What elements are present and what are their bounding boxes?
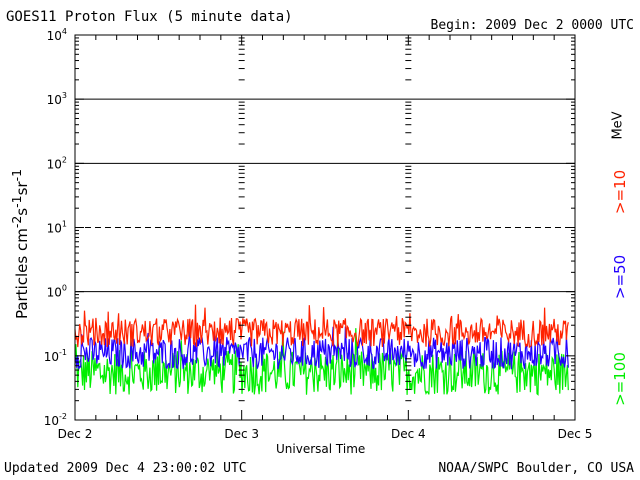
y-tick-label: 102 xyxy=(47,155,67,171)
legend-series-10mev: >=10 xyxy=(611,169,630,215)
legend-unit: MeV xyxy=(610,111,626,140)
legend-series-100mev: >=100 xyxy=(610,352,629,406)
x-tick-label: Dec 2 xyxy=(58,427,93,441)
tick-layer xyxy=(74,35,576,421)
legend-series-50mev: >=50 xyxy=(611,254,630,300)
y-tick-labels: 10-2 10-1 100 101 102 103 104 xyxy=(44,27,67,428)
series-line xyxy=(74,304,569,349)
x-tick-label: Dec 4 xyxy=(391,427,426,441)
series-line xyxy=(74,326,569,370)
x-tick-labels: Dec 2 Dec 3 Dec 4 Dec 5 xyxy=(58,427,593,441)
data-source: NOAA/SWPC Boulder, CO USA xyxy=(438,461,634,476)
y-tick-label: 10-2 xyxy=(44,412,67,428)
series-line xyxy=(74,328,569,396)
y-tick-label: 103 xyxy=(47,91,67,107)
series-layer xyxy=(74,304,569,396)
y-tick-label: 10-1 xyxy=(44,348,67,364)
x-axis-label: Universal Time xyxy=(276,442,366,456)
begin-time: Begin: 2009 Dec 2 0000 UTC xyxy=(430,18,635,33)
y-tick-label: 101 xyxy=(47,220,67,236)
chart-title: GOES11 Proton Flux (5 minute data) xyxy=(6,9,293,25)
y-tick-label: 100 xyxy=(47,284,67,300)
updated-timestamp: Updated 2009 Dec 4 23:00:02 UTC xyxy=(4,461,247,476)
y-tick-label: 104 xyxy=(47,27,67,43)
y-axis-label: Particles cm-2s-1sr-1 xyxy=(9,168,31,320)
x-tick-label: Dec 3 xyxy=(224,427,259,441)
grid-layer xyxy=(75,98,575,293)
x-tick-label: Dec 5 xyxy=(558,427,593,441)
